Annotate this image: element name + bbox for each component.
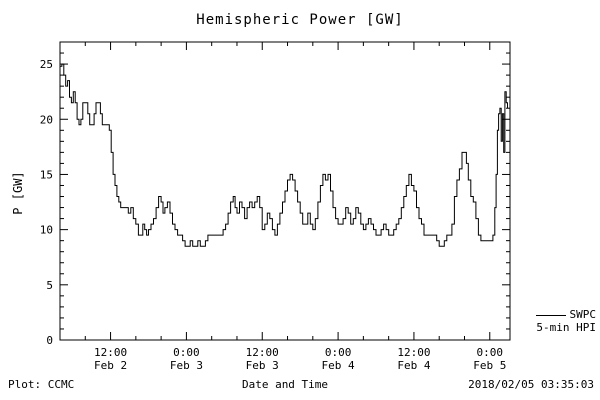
y-tick-label: 20 [40, 113, 53, 126]
chart-title: Hemispheric Power [GW] [196, 12, 404, 28]
x-tick-date-label: Feb 5 [473, 359, 506, 372]
y-tick-label: 25 [40, 58, 53, 71]
hpi-step-line [60, 63, 508, 247]
x-tick-date-label: Feb 3 [246, 359, 279, 372]
x-tick-time-label: 12:00 [94, 346, 127, 359]
y-tick-label: 10 [40, 224, 53, 237]
legend-row: SWPC [535, 308, 597, 321]
x-tick-time-label: 0:00 [325, 346, 352, 359]
y-tick-label: 15 [40, 168, 53, 181]
legend-series-name: SWPC [569, 308, 597, 321]
plot-source-label: Plot: CCMC [8, 378, 75, 391]
y-tick-label: 0 [46, 334, 53, 347]
timestamp-label: 2018/02/05 03:35:03 [468, 378, 594, 391]
x-tick-time-label: 0:00 [477, 346, 504, 359]
y-tick-label: 5 [46, 279, 53, 292]
x-tick-time-label: 0:00 [173, 346, 200, 359]
axis-box [59, 41, 511, 341]
x-axis-label: Date and Time [241, 378, 329, 391]
x-tick-time-label: 12:00 [397, 346, 430, 359]
x-tick-date-label: Feb 3 [170, 359, 203, 372]
x-tick-date-label: Feb 4 [322, 359, 355, 372]
x-tick-time-label: 12:00 [246, 346, 279, 359]
legend-line-sample [535, 314, 566, 316]
x-tick-date-label: Feb 4 [397, 359, 430, 372]
legend-series-desc: 5-min HPI [536, 321, 596, 334]
x-tick-date-label: Feb 2 [94, 359, 127, 372]
legend: SWPC 5-min HPI [535, 308, 597, 334]
